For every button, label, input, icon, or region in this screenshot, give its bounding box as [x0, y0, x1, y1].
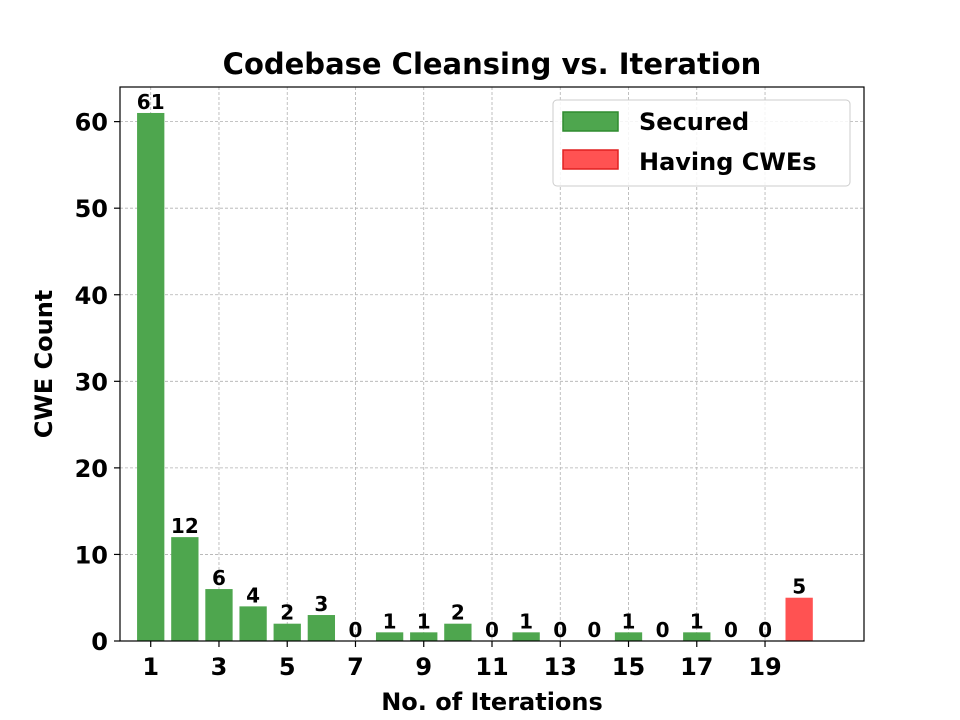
bar-value-label: 1 [690, 609, 704, 633]
x-tick-label: 13 [544, 653, 577, 681]
bar-value-label: 0 [349, 618, 363, 642]
y-axis-label: CWE Count [30, 290, 58, 439]
bar-value-label: 2 [451, 601, 465, 625]
legend-swatch-secured [562, 111, 619, 132]
legend-label-secured: Secured [639, 108, 749, 136]
y-axis-ticks: 0 10 20 30 40 50 60 [75, 109, 120, 656]
bar [239, 606, 267, 641]
bar-value-label: 12 [171, 514, 199, 538]
x-tick-label: 7 [347, 653, 364, 681]
y-tick-label: 20 [75, 455, 108, 483]
bar [205, 589, 233, 641]
y-tick-label: 0 [91, 628, 108, 656]
bar-value-label: 0 [758, 618, 772, 642]
bar-value-label: 0 [485, 618, 499, 642]
x-tick-label: 19 [748, 653, 781, 681]
x-tick-label: 9 [415, 653, 432, 681]
bar [273, 623, 301, 641]
x-axis-label: No. of Iterations [381, 688, 603, 716]
bar-value-label: 6 [212, 566, 226, 590]
x-tick-label: 1 [142, 653, 159, 681]
y-tick-label: 30 [75, 368, 108, 396]
bar [683, 632, 711, 641]
bar [375, 632, 404, 641]
x-tick-label: 5 [279, 653, 296, 681]
bar-value-label: 1 [519, 609, 533, 633]
bar-value-label: 3 [314, 592, 328, 616]
bar-value-label: 0 [553, 618, 567, 642]
bar [410, 632, 438, 641]
x-axis-ticks: 1 3 5 7 9 11 13 15 17 19 [142, 641, 782, 681]
bar-value-label: 0 [587, 618, 601, 642]
chart-title: Codebase Cleansing vs. Iteration [223, 47, 762, 81]
legend: Secured Having CWEs [552, 99, 851, 187]
bar [171, 537, 199, 641]
y-tick-label: 10 [75, 541, 108, 569]
bar [444, 623, 472, 641]
bar [512, 632, 540, 641]
bar-value-label: 1 [417, 609, 431, 633]
y-tick-label: 60 [75, 109, 108, 137]
legend-swatch-having-cwes [562, 149, 619, 170]
bar-value-label: 4 [246, 583, 260, 607]
bars [137, 112, 813, 641]
x-tick-label: 3 [211, 653, 228, 681]
bar [137, 112, 165, 641]
bar [785, 597, 813, 641]
bar [307, 615, 336, 641]
legend-label-having-cwes: Having CWEs [639, 148, 817, 176]
bar-value-label: 61 [137, 90, 165, 114]
bar-value-label: 5 [792, 575, 806, 599]
y-tick-label: 50 [75, 195, 108, 223]
bar-value-label: 1 [383, 609, 397, 633]
x-tick-label: 11 [475, 653, 508, 681]
bar-value-label: 0 [724, 618, 738, 642]
bar-value-label: 0 [656, 618, 670, 642]
legend-frame [552, 99, 851, 187]
x-tick-label: 17 [680, 653, 713, 681]
bar [614, 632, 643, 641]
y-tick-label: 40 [75, 282, 108, 310]
bar-value-label: 2 [280, 601, 294, 625]
x-tick-label: 15 [612, 653, 645, 681]
bar-value-label: 1 [622, 609, 636, 633]
